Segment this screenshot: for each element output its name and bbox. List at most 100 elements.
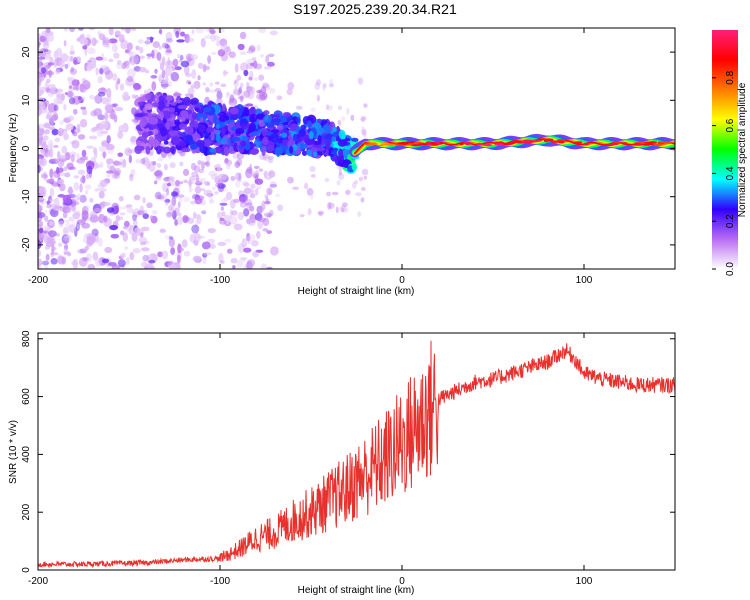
spectrogram-noise-cell (209, 82, 214, 87)
spectrogram-noise-cell (104, 111, 109, 122)
spectrogram-noise-cell (47, 84, 56, 89)
spectrogram-signal-cell (271, 118, 281, 123)
spectrogram-noise-cell (180, 60, 190, 68)
spectrogram-noise-cell (262, 171, 272, 177)
spectrogram-noise-cell (100, 65, 110, 70)
spectrogram-noise-cell (243, 187, 252, 195)
spectrogram-noise-cell (123, 220, 130, 228)
spectrogram-peak-cell (634, 142, 642, 146)
spectrogram-noise-cell (202, 255, 207, 265)
spectrogram-noise-cell (179, 161, 184, 167)
spectrogram-noise-cell (133, 194, 141, 201)
spectrogram-signal-cell (250, 143, 257, 148)
spectrogram-noise-cell (86, 145, 94, 149)
spectrogram-peak-cell (425, 141, 433, 144)
snr-frame (37, 332, 676, 571)
spectrogram-noise-cell (286, 88, 293, 96)
spectrogram-noise-cell (239, 51, 247, 56)
spectrogram-noise-cell (168, 237, 176, 248)
spectrogram-noise-cell (226, 248, 233, 254)
spectrogram-noise-cell (44, 129, 50, 135)
spectrogram-signal-cell (310, 147, 319, 152)
snr-plot-area (38, 333, 675, 570)
spectrogram-noise-cell (38, 266, 42, 269)
spectrogram-noise-cell (126, 256, 130, 266)
spectrogram-noise-cell (60, 93, 65, 102)
spectrogram-noise-cell (236, 158, 243, 166)
spectrogram-noise-cell (197, 160, 202, 166)
spectrogram-noise-cell (38, 213, 43, 222)
spectrogram-noise-cell (73, 175, 80, 179)
spectrogram-noise-cell (117, 130, 124, 139)
spectrogram-noise-cell (167, 141, 173, 147)
spectrogram-noise-cell (177, 194, 185, 198)
spectrogram-noise-cell (79, 194, 87, 203)
spectrogram-noise-cell (54, 88, 64, 93)
spectrogram-noise-cell (325, 104, 330, 110)
spectrogram-noise-cell (89, 210, 97, 217)
spectrogram-noise-cell (165, 211, 173, 218)
spectrogram-noise-cell (208, 28, 215, 33)
spectrogram-noise-cell (118, 195, 124, 202)
spectrogram-noise-cell (76, 193, 81, 201)
spectrogram-noise-cell (246, 85, 256, 95)
spectrogram-noise-cell (43, 235, 51, 244)
spectrogram-noise-cell (60, 172, 67, 177)
spectrogram-noise-cell (157, 195, 165, 200)
spectrogram-signal-cell (203, 106, 212, 113)
spectrogram-noise-cell (44, 122, 51, 129)
spectrogram-signal-cell (248, 122, 256, 132)
spectrogram-peak-cell (522, 139, 534, 142)
spectrogram-noise-cell (126, 76, 134, 82)
spectrogram-noise-cell (222, 55, 229, 60)
spectrogram-signal-cell (221, 137, 227, 143)
spectrogram-noise-cell (61, 239, 70, 244)
spectrogram-noise-cell (58, 130, 63, 137)
spectrogram-noise-cell (239, 97, 244, 102)
spectrogram-noise-cell (38, 128, 45, 136)
spectrogram-noise-cell (190, 162, 197, 171)
spectrogram-noise-cell (72, 108, 78, 115)
spectrogram-noise-cell (194, 177, 202, 184)
spectrogram-noise-cell (140, 226, 150, 232)
spectrogram-noise-cell (177, 54, 181, 58)
spectrogram-noise-cell (56, 51, 62, 59)
spectrogram-noise-cell (49, 168, 54, 179)
spectrogram-noise-cell (243, 182, 250, 187)
spectrogram-signal-cell (143, 138, 148, 144)
spectrogram-noise-cell (146, 202, 153, 209)
spectrogram-noise-cell (220, 198, 228, 203)
spectrogram-noise-cell (183, 216, 190, 222)
spectrogram-noise-cell (210, 33, 216, 42)
spectrogram-noise-cell (226, 91, 230, 96)
spectrogram-noise-cell (357, 77, 364, 85)
spectrogram-noise-cell (236, 259, 244, 268)
spectrogram-noise-cell (217, 183, 226, 189)
spectrogram-noise-cell (262, 82, 269, 89)
spectrogram-noise-cell (154, 68, 158, 74)
spectrogram-noise-cell (329, 78, 334, 86)
spectrogram-noise-cell (245, 103, 254, 107)
spectrogram-signal-cell (265, 131, 272, 136)
spectrogram-noise-cell (142, 213, 150, 220)
spectrogram-signal-cell (300, 143, 308, 150)
spectrogram-noise-cell (250, 189, 255, 194)
spectrogram-signal-cell (202, 138, 212, 147)
spectrogram-noise-cell (38, 203, 41, 212)
spectrogram-noise-cell (48, 220, 55, 226)
spectrogram-signal-cell (242, 135, 249, 142)
spectrogram-noise-cell (165, 201, 169, 206)
spectrogram-noise-cell (230, 257, 238, 264)
spectrogram-noise-cell (47, 62, 55, 66)
spectrogram-noise-cell (251, 57, 257, 61)
spectrogram-noise-cell (69, 44, 75, 54)
spectrogram-noise-cell (160, 83, 170, 88)
spectrogram-noise-cell (68, 203, 72, 213)
spectrogram-noise-cell (188, 185, 193, 193)
spectrogram-noise-cell (322, 84, 327, 89)
spectrogram-noise-cell (93, 108, 103, 117)
spectrogram-noise-cell (338, 169, 342, 176)
colorbar-tick-label: 0.8 (725, 70, 736, 84)
snr-y-tick-label: 200 (21, 503, 32, 520)
spectrogram-noise-cell (65, 123, 74, 131)
